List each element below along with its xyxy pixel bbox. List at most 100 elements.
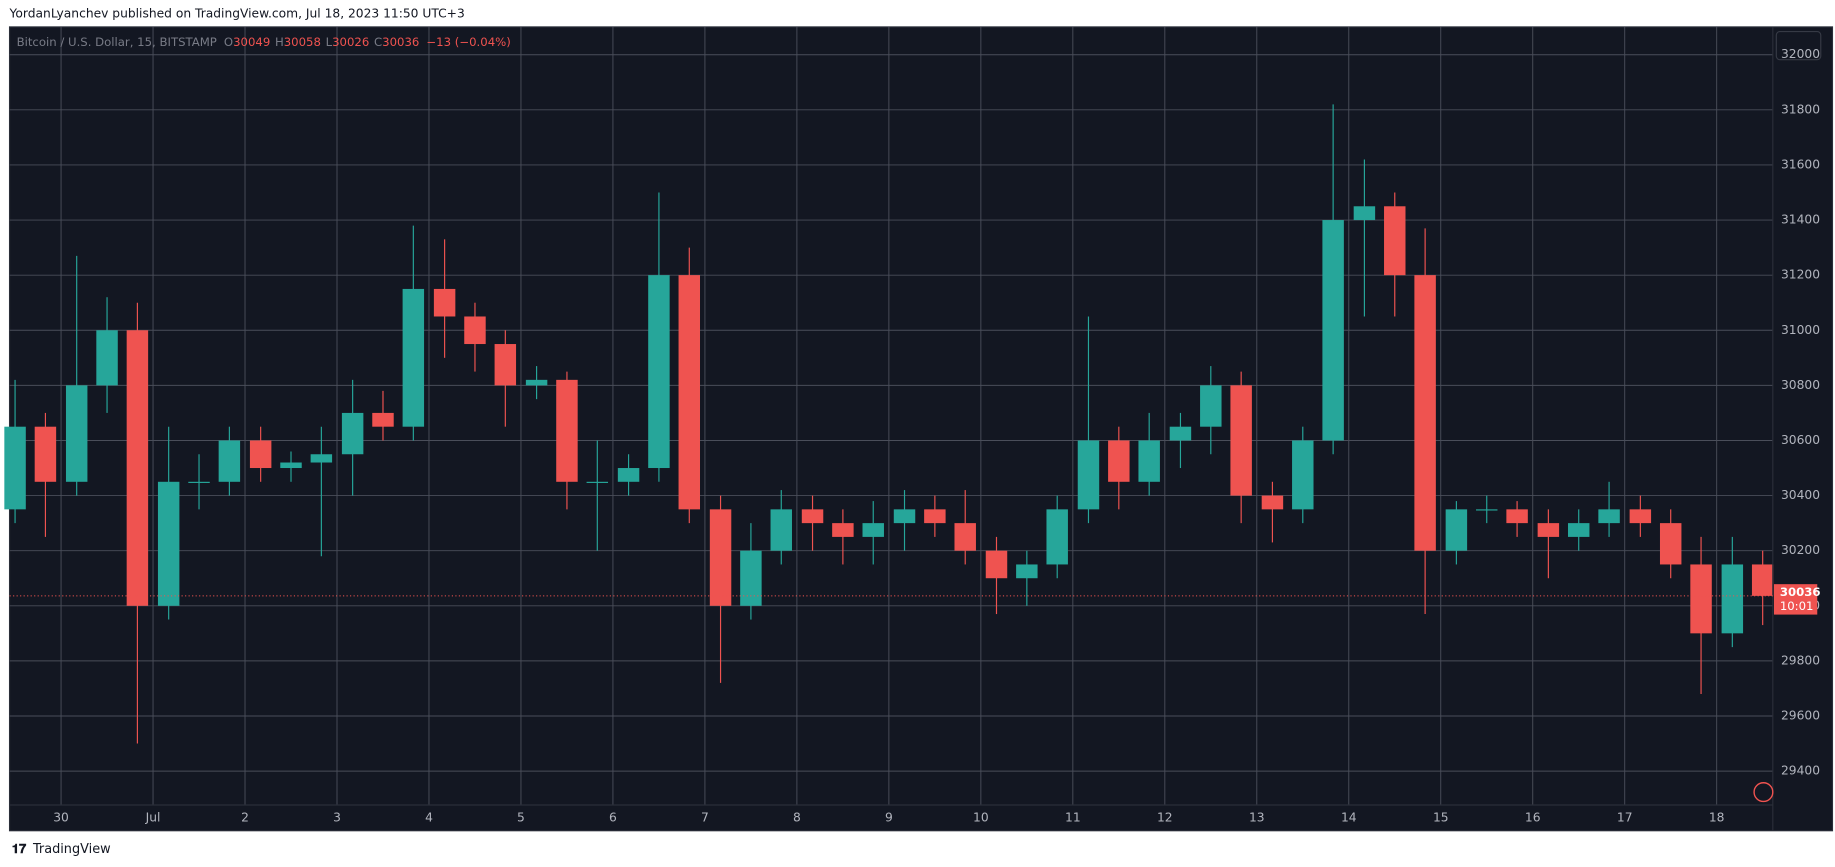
candle-body	[954, 523, 976, 551]
x-tick-label: 13	[1249, 810, 1265, 824]
candle-body	[1598, 509, 1620, 524]
x-tick-label: Jul	[145, 810, 161, 824]
x-tick-label: 12	[1157, 810, 1173, 824]
candle-body	[464, 316, 486, 345]
candle-body	[1169, 426, 1192, 441]
candle-body	[433, 288, 456, 317]
candle-body	[617, 468, 640, 482]
candle-body	[1046, 509, 1068, 565]
logo-mark: 𝟏𝟕	[12, 842, 27, 857]
candle-body	[586, 481, 609, 483]
x-tick-label: 7	[701, 810, 709, 824]
candles	[4, 104, 1774, 744]
y-tick-label: 31400	[1781, 213, 1820, 227]
x-tick-label: 2	[241, 810, 249, 824]
candle-body	[1506, 509, 1528, 524]
grid	[9, 26, 1773, 805]
symbol: Bitcoin / U.S. Dollar, 15, BITSTAMP	[17, 35, 217, 49]
candle-body	[218, 440, 241, 482]
legend: Bitcoin / U.S. Dollar, 15, BITSTAMP O3004…	[17, 35, 511, 49]
candle-body	[310, 454, 333, 463]
x-tick-label: 10	[973, 810, 989, 824]
candle-body	[157, 481, 180, 606]
candle-body	[1414, 275, 1436, 551]
candle-body	[801, 509, 824, 524]
candle-body	[1292, 440, 1314, 510]
candle-body	[341, 412, 364, 455]
candle-body	[770, 509, 792, 551]
candle-body	[1230, 385, 1252, 496]
x-tick-label: 30	[53, 810, 69, 824]
candle-body	[372, 412, 394, 427]
candle-body	[709, 509, 732, 606]
candle-body	[1476, 509, 1498, 511]
y-tick-label: 30800	[1781, 378, 1820, 392]
candle-body	[1138, 440, 1160, 482]
candle-body	[862, 523, 884, 537]
candle-body	[188, 481, 210, 483]
y-tick-label: 29800	[1781, 653, 1820, 667]
chart-panel	[8, 26, 1834, 832]
candle-body	[1751, 564, 1774, 596]
x-tick-label: 11	[1065, 810, 1081, 824]
candle-body	[556, 379, 578, 482]
candle-body	[648, 275, 670, 469]
countdown-label: 10:01	[1780, 599, 1814, 613]
candle-body	[678, 275, 701, 510]
candle-body	[1537, 523, 1560, 537]
candle-body	[1200, 385, 1222, 427]
last-price-label: 30036	[1780, 585, 1821, 599]
candle-body	[893, 509, 916, 524]
candle-body	[494, 344, 517, 386]
candle-body	[1077, 440, 1100, 510]
candle-body	[280, 462, 302, 469]
candle-body	[402, 288, 425, 427]
low: 30026	[332, 35, 369, 49]
y-tick-label: 32000	[1781, 47, 1820, 61]
candle-body	[1353, 206, 1376, 221]
candle-body	[1721, 564, 1744, 634]
x-tick-label: 6	[609, 810, 617, 824]
candle-body	[249, 440, 272, 469]
l-label: L	[326, 35, 333, 49]
x-tick-label: 4	[425, 810, 433, 824]
y-tick-label: 29400	[1781, 764, 1820, 778]
candle-body	[985, 550, 1008, 579]
candle-body	[1445, 509, 1468, 551]
change: −13 (−0.04%)	[426, 35, 510, 49]
x-tick-label: 9	[885, 810, 893, 824]
replay-icon[interactable]	[1753, 782, 1774, 803]
candle-body	[1384, 206, 1406, 276]
candle-body	[1016, 564, 1038, 579]
x-tick-label: 18	[1709, 810, 1725, 824]
candle-body	[525, 379, 548, 386]
y-tick-label: 30400	[1781, 488, 1820, 502]
candle-body	[126, 330, 149, 606]
candle-body	[65, 385, 88, 482]
axis-settings-button[interactable]	[1775, 31, 1822, 61]
candle-body	[1659, 523, 1682, 565]
open: 30049	[233, 35, 270, 49]
y-tick-label: 31000	[1781, 323, 1820, 337]
close: 30036	[382, 35, 419, 49]
x-tick-label: 8	[793, 810, 801, 824]
publish-header: YordanLyanchev published on TradingView.…	[9, 7, 465, 21]
candle-body	[4, 426, 26, 510]
o-label: O	[224, 35, 233, 49]
y-tick-label: 31200	[1781, 268, 1820, 282]
last-price-badge	[1773, 584, 1818, 615]
candle-body	[924, 509, 946, 524]
y-tick-label: 30200	[1781, 543, 1820, 557]
candle-body	[1261, 495, 1284, 510]
y-tick-label: 31600	[1781, 157, 1820, 171]
x-tick-label: 5	[517, 810, 525, 824]
candle-body	[1322, 220, 1344, 441]
x-tick-label: 16	[1525, 810, 1541, 824]
candle-body	[96, 330, 118, 386]
candle-body	[740, 550, 762, 606]
x-tick-label: 17	[1617, 810, 1633, 824]
candle-body	[34, 426, 57, 482]
h-label: H	[275, 35, 284, 49]
x-tick-label: 3	[333, 810, 341, 824]
